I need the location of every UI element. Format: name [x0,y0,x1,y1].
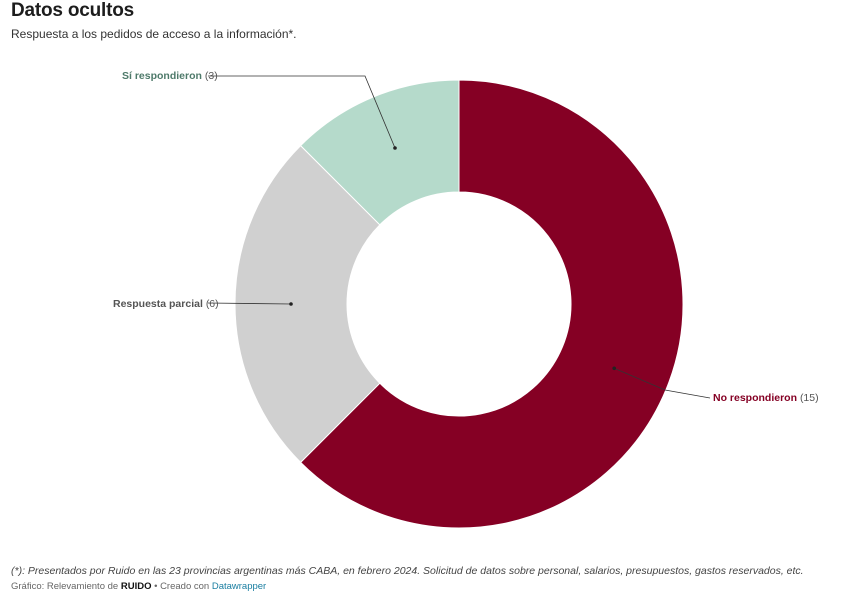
slice-label-category: Respuesta parcial [113,298,203,310]
leader-dot-2 [393,146,397,150]
leader-line-0 [614,367,711,399]
chart-title: Datos ocultos [11,0,135,21]
source-line: Gráfico: Relevamiento de RUIDO • Creado … [11,581,266,592]
datawrapper-link[interactable]: Datawrapper [211,581,267,592]
donut-chart [207,75,711,529]
slice-label-si-respondieron: Sí respondieron (3) [122,70,218,82]
source-middle: • Creado con [151,581,212,592]
chart-subtitle: Respuesta a los pedidos de acceso a la i… [11,27,297,41]
leader-dot-1 [289,302,293,306]
source-brand: RUIDO [120,581,152,592]
slice-label-count: (3) [204,70,218,82]
slice-label-respuesta-parcial: Respuesta parcial (6) [113,298,219,310]
leader-dot-0 [612,366,617,371]
slice-label-count: (6) [205,298,219,310]
footnote: (*): Presentados por Ruido en las 23 pro… [11,565,804,577]
donut-slice-1 [234,144,381,464]
donut-slice-0 [299,79,684,529]
leader-line-2 [208,75,396,149]
source-prefix: Gráfico: Relevamiento de [11,581,121,592]
slice-label-category: No respondieron [713,392,798,404]
slice-label-count: (15) [799,392,819,404]
donut-slice-2 [299,79,460,226]
slice-label-no-respondieron: No respondieron (15) [713,392,819,404]
slice-label-category: Sí respondieron [122,70,202,82]
leader-line-1 [207,302,292,305]
